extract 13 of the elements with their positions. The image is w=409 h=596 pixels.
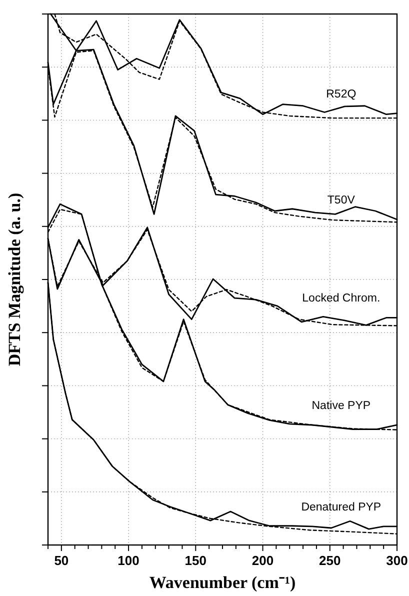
x-tick-label: 200: [252, 553, 274, 568]
x-tick-label: 50: [54, 553, 69, 568]
series-label: Denatured PYP: [301, 501, 382, 514]
x-tick-label: 100: [118, 553, 140, 568]
series-label: R52Q: [326, 88, 356, 100]
series-label: T50V: [327, 194, 356, 206]
series-label: Locked Chrom.: [302, 292, 380, 305]
y-axis-title: DFTS Magnitude (a. u.): [5, 192, 24, 366]
x-tick-label: 150: [184, 553, 207, 568]
x-tick-label: 250: [319, 553, 341, 568]
series-label: Native PYP: [312, 400, 371, 412]
x-axis-title: Wavenumber (cm⁻¹): [149, 573, 296, 592]
x-tick-label: 300: [386, 553, 408, 568]
